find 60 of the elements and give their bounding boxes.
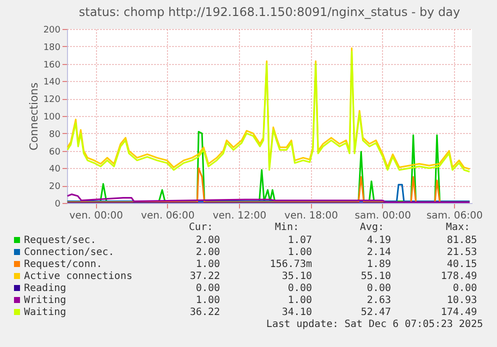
legend-label: Request/conn.	[24, 259, 102, 270]
x-tick-label: sam. 00:00	[354, 210, 412, 222]
text: Cur:	[188, 222, 213, 233]
text: 40.15	[446, 259, 477, 270]
text: 1.00	[288, 295, 312, 306]
y-tick-label: 140	[43, 78, 61, 88]
text: 1.00	[196, 295, 220, 306]
text: Max:	[446, 222, 470, 233]
text: 2.14	[366, 247, 391, 258]
x-tick-label: ven. 06:00	[141, 210, 195, 222]
y-axis-title: Connections	[27, 82, 40, 150]
text: 4.19	[366, 235, 391, 246]
line-series	[67, 194, 470, 203]
y-tick-label: 40	[49, 164, 61, 175]
x-tick-label: ven. 00:00	[69, 210, 123, 222]
y-tick-label: 180	[43, 42, 61, 53]
y-tick-label: 160	[43, 60, 61, 70]
x-tick-label: sam. 06:00	[426, 210, 483, 222]
text: 2.63	[366, 295, 391, 306]
text: 36.22	[190, 307, 220, 318]
text: 156.73m	[270, 259, 312, 270]
text: 52.47	[360, 307, 391, 318]
y-tick-label: 80	[49, 130, 61, 140]
text: 2.00	[196, 247, 220, 258]
text: 178.49	[440, 271, 477, 282]
text: Last update: Sat Dec 6 07:05:23 2025	[266, 319, 483, 330]
x-tick-label: ven. 18:00	[284, 210, 338, 222]
legend-label: Reading	[24, 283, 66, 294]
text: 21.53	[446, 247, 477, 258]
y-tick-label: 60	[49, 147, 61, 158]
y-tick-label: 0	[54, 200, 61, 210]
text: 1.00	[288, 247, 312, 258]
y-tick-label: 20	[49, 182, 61, 192]
text: Avg:	[360, 222, 384, 233]
text: 1.00	[196, 259, 220, 270]
text: 0.00	[452, 283, 477, 294]
text: 0.00	[196, 283, 220, 294]
text: 174.49	[440, 307, 477, 318]
text: Min:	[274, 222, 299, 233]
text: 0.00	[288, 283, 312, 294]
text: 10.93	[446, 295, 477, 306]
text: 81.85	[446, 235, 477, 246]
legend-label: Waiting	[24, 307, 66, 318]
text: 1.89	[366, 259, 391, 270]
legend-label: Request/sec.	[24, 235, 96, 246]
text: 1.07	[288, 235, 312, 246]
legend-label: Connection/sec.	[24, 247, 114, 258]
text: 55.10	[360, 271, 391, 282]
y-tick-label: 120	[43, 95, 61, 106]
text: 37.22	[190, 271, 220, 282]
text: 0.00	[366, 283, 391, 294]
text: 2.00	[196, 235, 220, 246]
x-tick-label: ven. 12:00	[212, 210, 266, 222]
y-tick-label: 200	[43, 26, 61, 36]
y-tick-label: 100	[43, 112, 61, 122]
text: 35.10	[282, 271, 312, 282]
chart-title: status: chomp http://192.168.1.150:8091/nginx_status - by day	[78, 5, 460, 19]
legend-label: Writing	[24, 295, 66, 306]
legend-label: Active connections	[24, 271, 132, 282]
text: 34.10	[282, 307, 312, 318]
